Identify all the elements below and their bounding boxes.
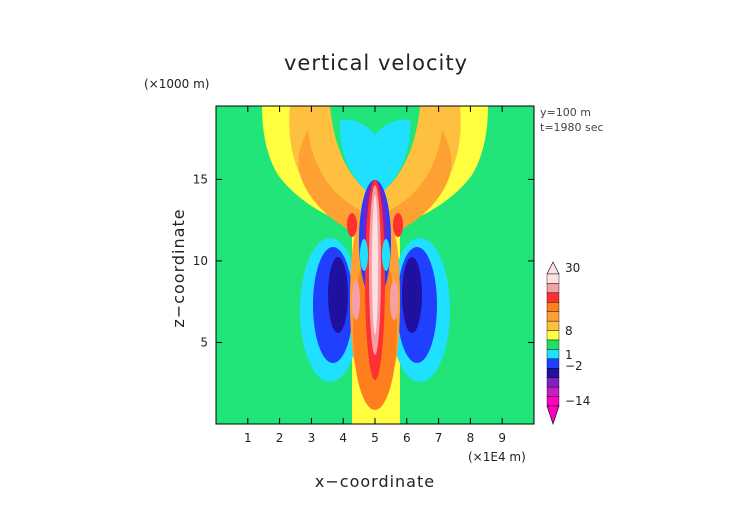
contour-white-core bbox=[372, 195, 378, 335]
colorbar-swatch bbox=[546, 330, 560, 341]
colorbar-label: −2 bbox=[565, 359, 583, 373]
x-tick-label: 1 bbox=[244, 431, 252, 445]
x-tick-label: 2 bbox=[276, 431, 284, 445]
cell-pink-left bbox=[352, 280, 360, 320]
colorbar-bottom-arrow bbox=[546, 405, 560, 425]
colorbar-label: −14 bbox=[565, 394, 590, 408]
contour-orange-inner-right bbox=[390, 130, 452, 235]
colorbar-swatch bbox=[546, 273, 560, 284]
colorbar-swatch bbox=[546, 349, 560, 360]
colorbar-swatch bbox=[546, 377, 560, 388]
cell-cyan-left bbox=[360, 239, 368, 271]
colorbar-swatch bbox=[546, 311, 560, 322]
colorbar-swatch bbox=[546, 320, 560, 331]
colorbar-swatch bbox=[546, 368, 560, 378]
colorbar-label: 1 bbox=[565, 348, 573, 362]
contour-orange-right bbox=[378, 106, 461, 225]
x-tick-label: 4 bbox=[339, 431, 347, 445]
x-tick-label: 8 bbox=[467, 431, 475, 445]
colorbar-swatch bbox=[546, 358, 560, 369]
x-tick-label: 7 bbox=[435, 431, 443, 445]
colorbar-top-arrow bbox=[546, 261, 560, 275]
colorbar-swatch bbox=[546, 386, 560, 397]
x-tick-label: 9 bbox=[498, 431, 506, 445]
plot-area bbox=[216, 106, 534, 424]
contour-orange-left bbox=[289, 106, 372, 225]
x-tick-label: 3 bbox=[308, 431, 316, 445]
annotation-t: t=1980 sec bbox=[540, 121, 604, 134]
x-tick-label: 5 bbox=[371, 431, 379, 445]
colorbar-swatch bbox=[546, 283, 560, 294]
colorbar-swatch bbox=[546, 292, 560, 303]
x-tick-label: 6 bbox=[403, 431, 411, 445]
annotation-y: y=100 m bbox=[540, 106, 591, 119]
y-tick-label: 5 bbox=[200, 335, 208, 349]
contour-darkblue-right bbox=[402, 257, 422, 333]
x-unit-label: (×1E4 m) bbox=[468, 450, 526, 464]
x-axis-label: x−coordinate bbox=[315, 472, 435, 491]
x-ticks: 1 2 3 4 5 6 7 8 9 bbox=[244, 106, 506, 445]
y-tick-label: 10 bbox=[193, 254, 208, 268]
contour-orange-inner-left bbox=[298, 130, 360, 235]
colorbar: 30 8 1−2 −14 bbox=[546, 261, 590, 425]
colorbar-label: 30 bbox=[565, 261, 580, 275]
contour-darkblue-left bbox=[328, 257, 348, 333]
cell-pink-right bbox=[390, 280, 398, 320]
colorbar-label: 8 bbox=[565, 324, 573, 338]
y-ticks: 5 10 15 bbox=[193, 172, 534, 349]
colorbar-swatch bbox=[546, 302, 560, 312]
colorbar-swatch bbox=[546, 396, 560, 407]
cell-cyan-right bbox=[382, 239, 390, 271]
colorbar-swatch bbox=[546, 339, 560, 350]
chart-title: vertical velocity bbox=[284, 51, 468, 75]
y-unit-label: (×1000 m) bbox=[144, 77, 209, 91]
contour-cyan-top bbox=[339, 119, 411, 190]
cell-red-left bbox=[347, 213, 357, 237]
y-axis-label: z−coordinate bbox=[169, 208, 188, 327]
cell-red-right bbox=[393, 213, 403, 237]
y-tick-label: 15 bbox=[193, 172, 208, 186]
